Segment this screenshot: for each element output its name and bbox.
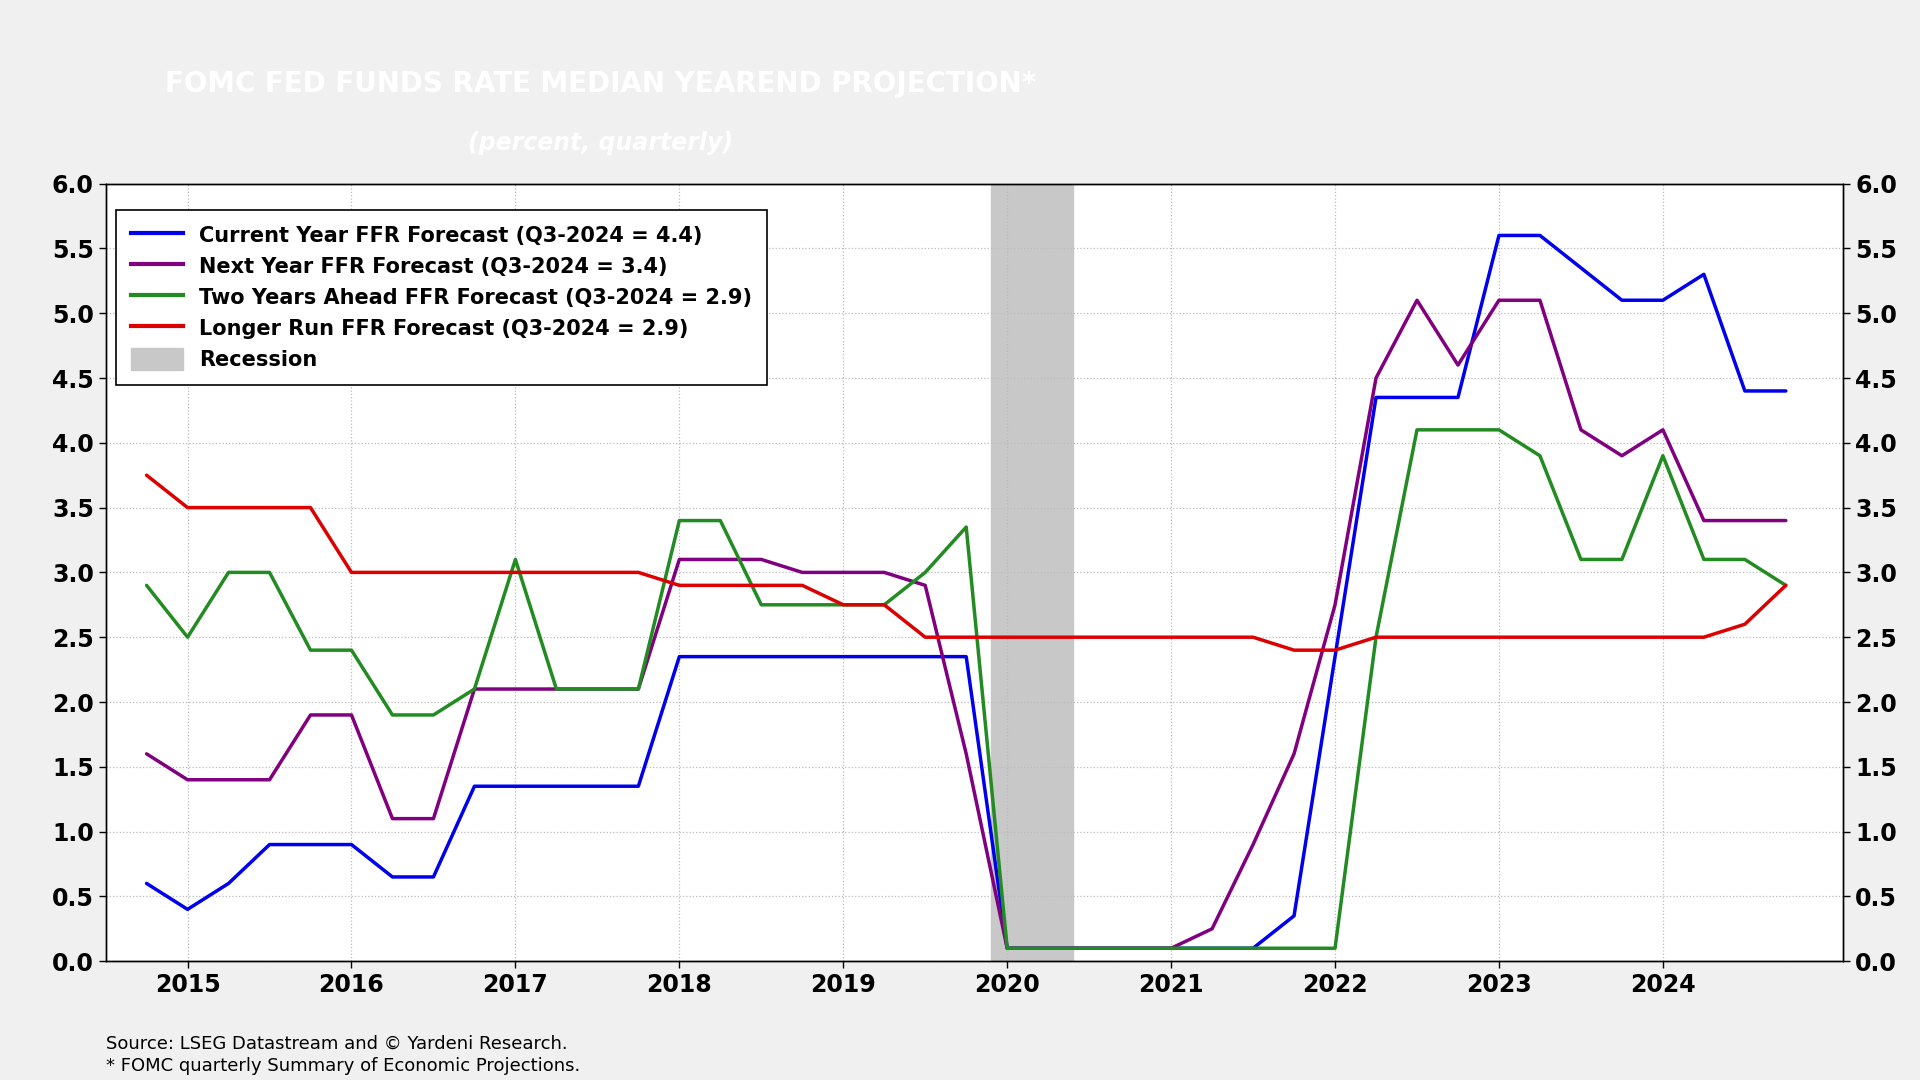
Bar (991, 184, 1073, 961)
Legend: Current Year FFR Forecast (Q3-2024 = 4.4), Next Year FFR Forecast (Q3-2024 = 3.4: Current Year FFR Forecast (Q3-2024 = 4.4… (115, 210, 766, 384)
Text: * FOMC quarterly Summary of Economic Projections.: * FOMC quarterly Summary of Economic Pro… (106, 1056, 580, 1075)
Text: Source: LSEG Datastream and © Yardeni Research.: Source: LSEG Datastream and © Yardeni Re… (106, 1035, 566, 1053)
Text: FOMC FED FUNDS RATE MEDIAN YEAREND PROJECTION*: FOMC FED FUNDS RATE MEDIAN YEAREND PROJE… (165, 70, 1037, 98)
Text: (percent, quarterly): (percent, quarterly) (468, 131, 733, 154)
